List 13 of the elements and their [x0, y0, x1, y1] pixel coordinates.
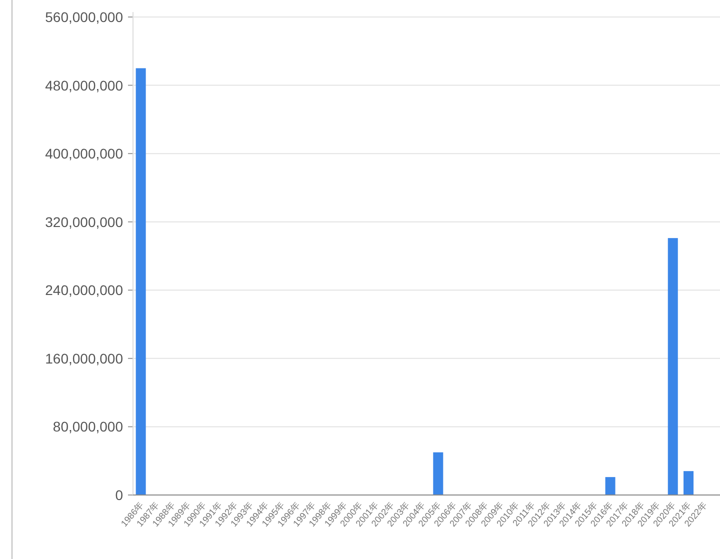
- bar: [684, 471, 694, 495]
- y-tick-label: 480,000,000: [45, 77, 124, 94]
- y-tick-label: 240,000,000: [45, 282, 124, 298]
- y-tick-label: 160,000,000: [45, 350, 124, 366]
- y-tick-label: 560,000,000: [45, 9, 124, 25]
- bar: [668, 238, 678, 495]
- bar: [136, 68, 146, 495]
- bar: [605, 477, 616, 495]
- bar: [433, 452, 444, 495]
- y-tick-label: 80,000,000: [52, 418, 124, 435]
- y-tick-label: 320,000,000: [45, 214, 124, 230]
- y-tick-label: 0: [115, 487, 124, 503]
- y-tick-label: 400,000,000: [45, 146, 124, 162]
